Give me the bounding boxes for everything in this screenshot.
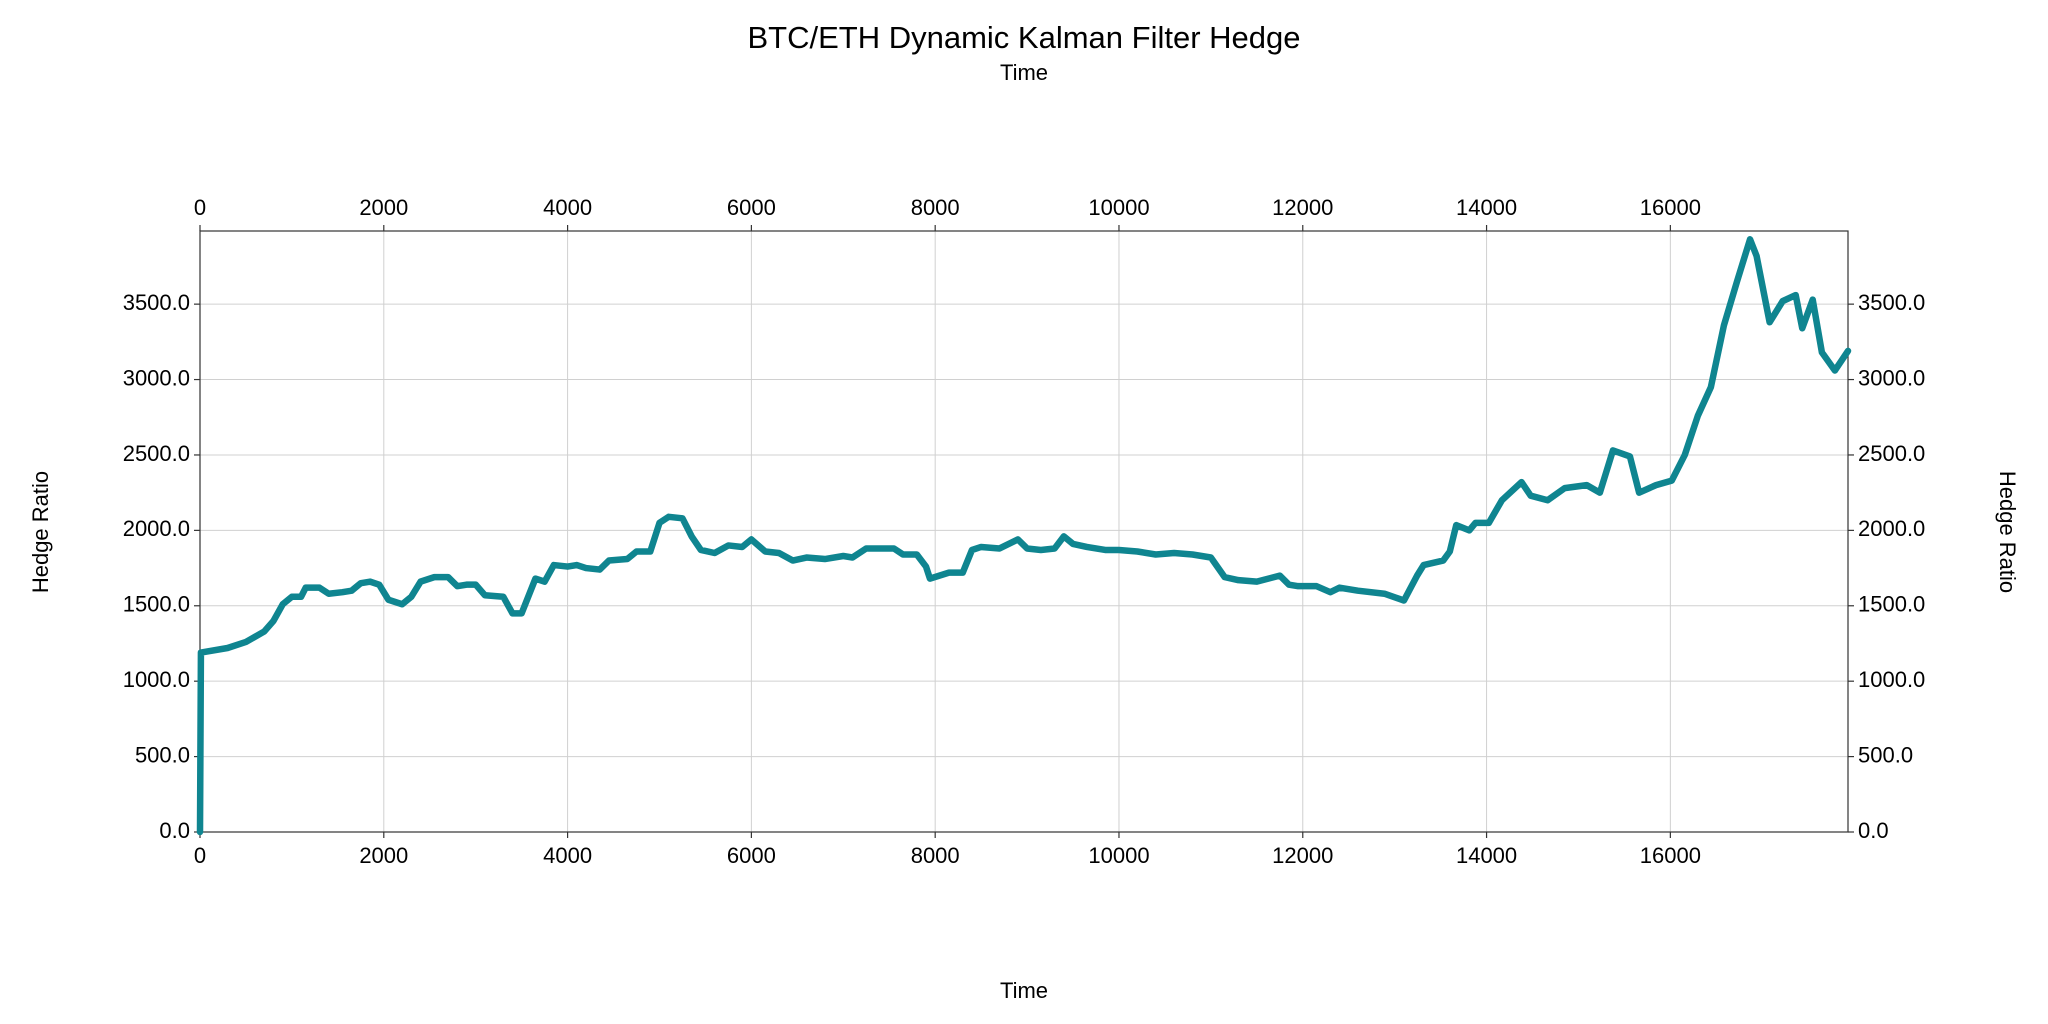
x-tick-label: 16000 — [1640, 843, 1701, 868]
y-tick-label: 3000.0 — [123, 365, 190, 390]
y2-tick-label: 1500.0 — [1858, 592, 1925, 617]
x-tick-label: 8000 — [911, 843, 960, 868]
y-tick-label: 500.0 — [135, 742, 190, 767]
y-tick-label: 0.0 — [159, 818, 190, 843]
top-x-tick-label: 0 — [194, 195, 206, 220]
chart-title: BTC/ETH Dynamic Kalman Filter Hedge — [748, 20, 1301, 55]
y-tick-label: 1000.0 — [123, 667, 190, 692]
top-x-tick-label: 12000 — [1272, 195, 1333, 220]
y-tick-label: 2000.0 — [123, 516, 190, 541]
y2-tick-label: 3000.0 — [1858, 365, 1925, 390]
x-tick-label: 0 — [194, 843, 206, 868]
y2-axis-label: Hedge Ratio — [1995, 471, 2020, 593]
y2-tick-label: 2500.0 — [1858, 441, 1925, 466]
plot-frame — [199, 230, 1849, 833]
x-axis-label: Time — [1000, 978, 1048, 1003]
x-tick-label: 2000 — [359, 843, 408, 868]
data-line — [196, 236, 1852, 836]
x-tick-label: 6000 — [727, 843, 776, 868]
y-tick-label: 2500.0 — [123, 441, 190, 466]
top-x-tick-label: 14000 — [1456, 195, 1517, 220]
top-x-tick-label: 2000 — [359, 195, 408, 220]
x-tick-label: 12000 — [1272, 843, 1333, 868]
y-tick-label: 3500.0 — [123, 290, 190, 315]
y2-tick-label: 2000.0 — [1858, 516, 1925, 541]
top-x-tick-label: 16000 — [1640, 195, 1701, 220]
top-x-tick-label: 8000 — [911, 195, 960, 220]
y2-tick-label: 1000.0 — [1858, 667, 1925, 692]
top-x-tick-label: 10000 — [1088, 195, 1149, 220]
y2-tick-label: 3500.0 — [1858, 290, 1925, 315]
y-axis-label: Hedge Ratio — [28, 471, 53, 593]
y2-tick-label: 500.0 — [1858, 742, 1913, 767]
x-tick-label: 10000 — [1088, 843, 1149, 868]
top-x-tick-label: 6000 — [727, 195, 776, 220]
x-tick-label: 14000 — [1456, 843, 1517, 868]
top-x-tick-label: 4000 — [543, 195, 592, 220]
x-tick-label: 4000 — [543, 843, 592, 868]
top-x-axis-label: Time — [1000, 60, 1048, 85]
y2-tick-label: 0.0 — [1858, 818, 1889, 843]
y-tick-label: 1500.0 — [123, 592, 190, 617]
